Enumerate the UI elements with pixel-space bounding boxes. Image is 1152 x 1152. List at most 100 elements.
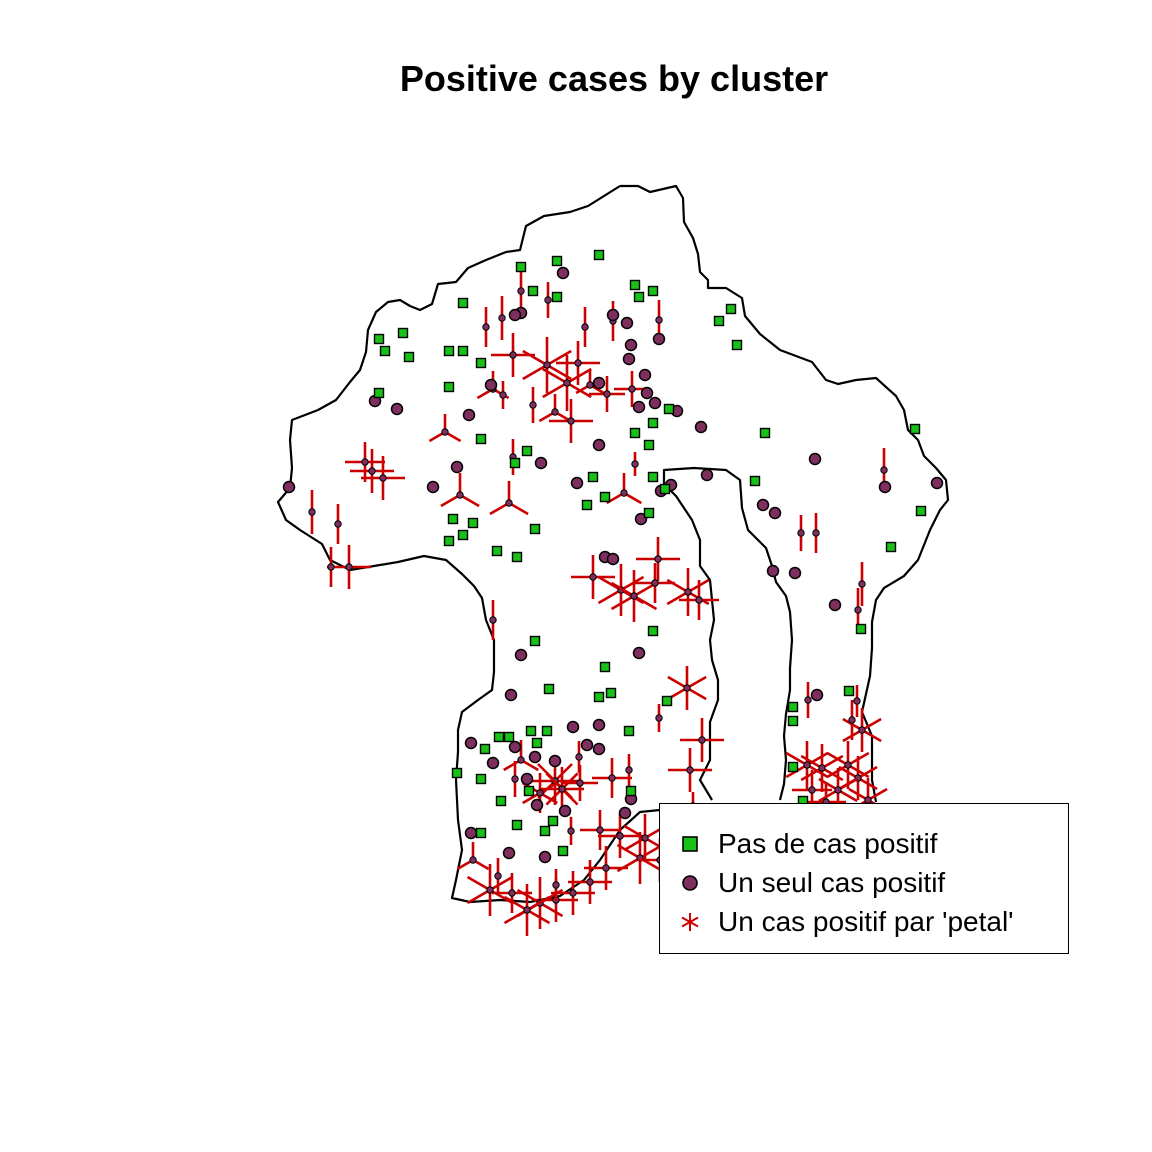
single-case-marker [634,512,648,526]
single-case-marker [450,460,464,474]
no-case-marker [587,471,599,483]
petal-symbol [499,381,507,409]
single-case-marker [640,386,654,400]
petal-center [880,466,888,474]
petal-symbol [792,770,832,810]
green-square-icon [682,836,698,852]
petal-symbol [571,555,615,599]
no-case-marker [629,279,641,291]
petal-line [597,575,622,592]
petal-symbol [498,296,506,340]
single-case-marker [592,376,606,390]
petal-center [536,789,544,797]
petal-center [511,775,519,783]
no-case-marker [397,327,409,339]
petal-symbol [581,307,589,347]
no-case-marker [475,433,487,445]
single-case-marker [426,480,440,494]
petal-symbol [858,562,866,606]
petal-symbol [308,490,316,534]
single-case-marker [486,756,500,770]
petal-center [848,716,856,724]
petal-center [334,520,342,528]
no-case-marker [659,483,671,495]
legend-label-none: Pas de cas positif [718,828,938,859]
no-case-marker [713,315,725,327]
petal-symbol [567,817,575,845]
petal-center [508,889,516,897]
petal-center [558,785,566,793]
petal-center [808,786,816,794]
petal-line [616,843,641,860]
petal-center [551,408,559,416]
petal-center [818,764,826,772]
petal-center [589,573,597,581]
petal-line [542,367,568,385]
petal-symbol [549,399,593,443]
petal-symbol [610,570,658,622]
no-case-marker [787,701,799,713]
petal-center [498,314,506,322]
petal-line [542,381,568,399]
petal-line [633,594,658,611]
single-case-marker [632,646,646,660]
petal-center [630,592,638,600]
single-case-marker [878,480,892,494]
no-case-marker [525,725,537,737]
no-case-marker [855,623,867,635]
petal-symbol [345,442,385,482]
single-case-marker [624,338,638,352]
single-case-marker [618,806,632,820]
single-case-marker [508,308,522,322]
no-case-marker [647,285,659,297]
no-case-marker [443,535,455,547]
petal-center [853,697,861,705]
petal-center [576,779,584,787]
petal-symbol [551,871,595,915]
no-case-marker [451,767,463,779]
single-case-marker [606,308,620,322]
petal-center [586,381,594,389]
no-case-marker [663,403,675,415]
petal-center [654,555,662,563]
petal-center [797,529,805,537]
single-case-marker [566,720,580,734]
petal-center [803,761,811,769]
single-case-marker [580,738,594,752]
petal-line [666,590,689,606]
petal-center [683,684,691,692]
no-case-marker [593,691,605,703]
no-case-marker [749,475,761,487]
petal-symbol [327,547,335,587]
petal-symbol [655,704,663,732]
petal-center [552,881,560,889]
petal-symbol [804,682,812,718]
petal-center [509,351,517,359]
single-case-marker [502,846,516,860]
petal-center [379,474,387,482]
no-case-marker [661,695,673,707]
petal-symbol [489,600,497,640]
no-case-marker [443,345,455,357]
petal-symbol [597,564,645,616]
no-case-marker [509,457,521,469]
no-case-marker [475,827,487,839]
no-case-marker [511,551,523,563]
petal-center [625,766,633,774]
petal-line [466,875,491,892]
petal-center [603,390,611,398]
no-case-marker [491,545,503,557]
no-case-marker [527,285,539,297]
petal-center [499,391,507,399]
petal-center [567,417,575,425]
petal-symbol [812,513,820,553]
petal-center [574,359,582,367]
no-case-marker [787,761,799,773]
petal-line [620,575,645,592]
petal-center [616,832,624,840]
no-case-marker [373,333,385,345]
single-case-marker [558,804,572,818]
legend-item-single: Un seul cas positif [660,865,1068,901]
no-case-marker [529,523,541,535]
no-case-marker [885,541,897,553]
